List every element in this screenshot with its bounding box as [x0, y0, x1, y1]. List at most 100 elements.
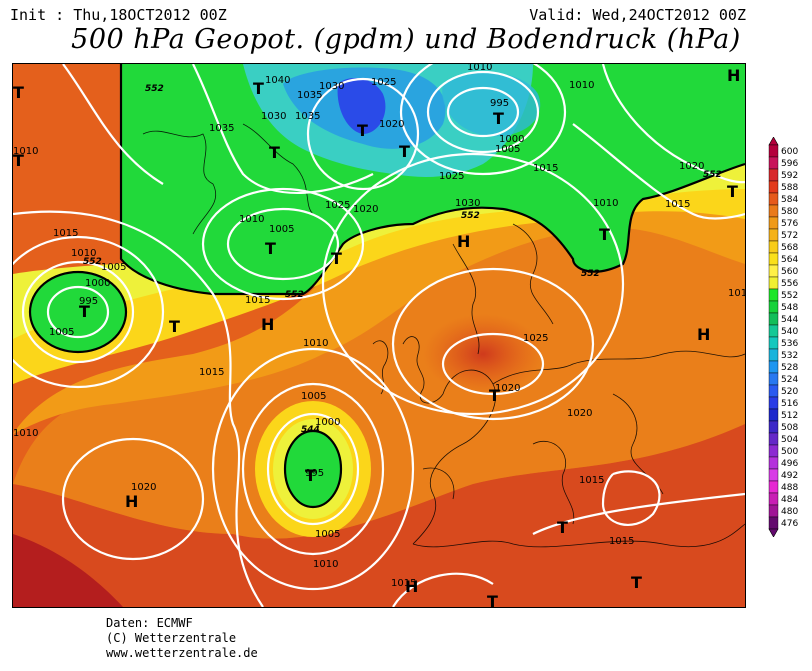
- isobar-label: 1005: [49, 327, 74, 338]
- legend-swatch: [768, 372, 779, 386]
- isobar-label: 995: [490, 98, 509, 109]
- isobar-label: 1010: [569, 80, 594, 91]
- legend-label: 536: [781, 339, 798, 349]
- isobar-label: 1015: [391, 578, 416, 589]
- legend-swatch: [768, 384, 779, 398]
- isohypse-label: 552: [145, 84, 164, 94]
- legend-label: 484: [781, 495, 798, 505]
- hot-core-europe: [423, 314, 543, 394]
- low-center: T: [487, 592, 498, 607]
- isobar-label: 1025: [523, 333, 548, 344]
- isobar-label: 1020: [131, 482, 156, 493]
- isobar-label: 1020: [567, 408, 592, 419]
- low-center: T: [727, 182, 738, 201]
- high-center: H: [697, 325, 710, 344]
- isohypse-552: [119, 64, 745, 296]
- band-588: [13, 534, 123, 607]
- isobar-label: 1015: [533, 163, 558, 174]
- legend-swatch: [768, 360, 779, 374]
- legend-label: 576: [781, 219, 798, 229]
- isobar-label: 1005: [301, 391, 326, 402]
- isobar-label: 1025: [439, 171, 464, 182]
- legend-label: 532: [781, 351, 798, 361]
- legend-label: 540: [781, 327, 798, 337]
- band-568: [13, 202, 745, 434]
- legend-swatch: [768, 504, 779, 518]
- isobar-label: 1010: [593, 198, 618, 209]
- legend-swatch: [768, 480, 779, 494]
- legend-swatch: [768, 252, 779, 266]
- low-center: T: [399, 142, 410, 161]
- low-center: T: [357, 121, 368, 140]
- legend-swatch: [768, 492, 779, 506]
- high-center: H: [457, 232, 470, 251]
- isohypse-label: 552: [83, 257, 102, 267]
- legend-swatch: [768, 420, 779, 434]
- isobar-label: 1030: [455, 198, 480, 209]
- legend-swatch: [768, 156, 779, 170]
- pressure-labels: 1040 1030 1025 1010 1010 1035 1035 1030 …: [13, 64, 745, 589]
- isobar-label: 995: [79, 296, 98, 307]
- isobar-label: 1015: [579, 475, 604, 486]
- pressure-centers: H H H H H H T T T T T T T T T T T T T T …: [13, 66, 740, 607]
- isobar-label: 1010: [303, 338, 328, 349]
- legend-label: 516: [781, 399, 798, 409]
- legend-swatch: [768, 468, 779, 482]
- low-center: T: [13, 151, 24, 170]
- legend-label: 500: [781, 447, 798, 457]
- legend-label: 588: [781, 183, 798, 193]
- isohypse-label: 552: [461, 211, 480, 221]
- isobar-label: 1010: [13, 428, 38, 439]
- low-center: T: [331, 249, 342, 268]
- isobar-label: 1040: [265, 75, 290, 86]
- legend-swatch: [768, 144, 779, 158]
- isobar-label: 1005: [315, 529, 340, 540]
- legend-label: 476: [781, 519, 798, 529]
- legend-label: 480: [781, 507, 798, 517]
- legend-swatch: [768, 432, 779, 446]
- isobar-label: 1030: [319, 81, 344, 92]
- isobar-label: 1010: [239, 214, 264, 225]
- high-center: H: [125, 492, 138, 511]
- legend-swatch: [768, 228, 779, 242]
- isohypse-label: 552: [581, 269, 600, 279]
- isohypse-labels: 552 552 552 552 552 552 544: [83, 84, 722, 435]
- isohypse-label: 552: [703, 170, 722, 180]
- green-cell-atlantic: [285, 431, 341, 507]
- legend-label: 552: [781, 291, 798, 301]
- legend-swatch: [768, 396, 779, 410]
- blue-528: [337, 78, 386, 134]
- legend-label: 512: [781, 411, 798, 421]
- legend-label: 496: [781, 459, 798, 469]
- legend-swatch: [768, 456, 779, 470]
- low-center: T: [269, 143, 280, 162]
- legend-swatch: [768, 288, 779, 302]
- low-center: T: [79, 302, 90, 321]
- isobar-label: 1015: [53, 228, 78, 239]
- legend-swatch: [768, 168, 779, 182]
- legend-label: 592: [781, 171, 798, 181]
- website-link: www.wetterzentrale.de: [106, 646, 258, 660]
- legend-swatch: [768, 444, 779, 458]
- low-center: T: [305, 466, 316, 485]
- isohypse-label: 544: [301, 425, 320, 435]
- band-572: [13, 211, 745, 539]
- isobar-label: 995: [305, 468, 324, 479]
- low-center: T: [489, 386, 500, 405]
- isobar-label: 1015: [245, 295, 270, 306]
- isobar-label: 1010: [728, 288, 745, 299]
- legend-label: 524: [781, 375, 798, 385]
- isobar-label: 1005: [101, 262, 126, 273]
- legend-swatch: [768, 204, 779, 218]
- legend-arrow-bottom: [768, 528, 779, 537]
- low-center: T: [599, 225, 610, 244]
- legend-label: 556: [781, 279, 798, 289]
- legend-label: 492: [781, 471, 798, 481]
- isobar-label: 1010: [467, 64, 492, 73]
- legend-label: 488: [781, 483, 798, 493]
- legend-arrow-top: [768, 137, 779, 146]
- isobar-label: 1010: [313, 559, 338, 570]
- low-center: T: [631, 573, 642, 592]
- high-center: H: [405, 577, 418, 596]
- legend-swatch: [768, 240, 779, 254]
